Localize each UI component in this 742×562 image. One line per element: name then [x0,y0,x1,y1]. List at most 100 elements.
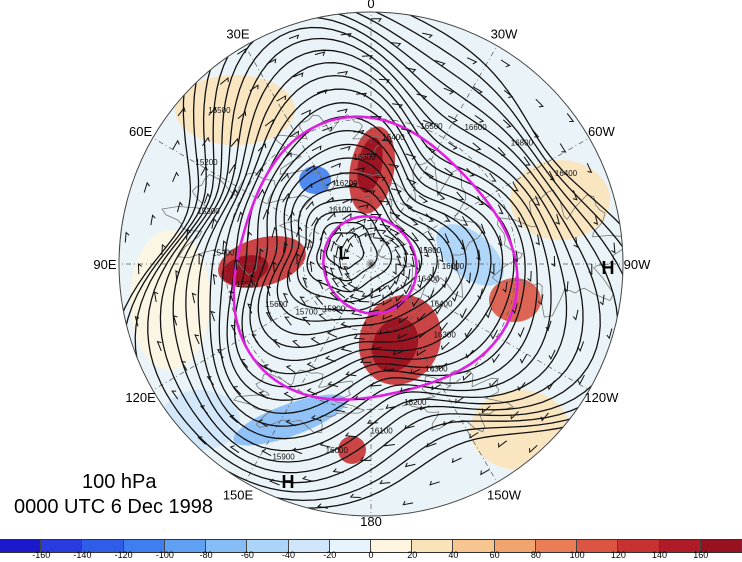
wind-barb [588,264,593,275]
wind-barb [443,87,455,95]
wind-barb [586,162,593,173]
height-contour [147,12,619,484]
wind-barb [176,201,183,213]
colorbar [0,539,742,553]
wind-barb [153,291,159,302]
longitude-label: 90E [93,257,116,272]
wind-barb [466,168,475,177]
wind-barb [367,219,379,224]
contour-label: 15800 [323,304,346,313]
wind-barb [255,166,264,176]
wind-barb [337,277,346,287]
wind-barb [383,367,395,372]
wind-barb [300,109,311,115]
contour-label: 15200 [195,158,218,167]
wind-barb [572,190,578,201]
wind-barb [150,214,156,226]
wind-barb [232,386,242,395]
wind-barb [330,162,341,168]
wind-barb [327,212,336,221]
wind-barb [379,200,391,206]
wind-barb [347,281,358,290]
longitude-label: 60E [129,124,152,139]
wind-barb [283,241,289,253]
wind-barb [343,266,350,276]
wind-barb [455,396,465,404]
wind-barb [329,291,339,301]
wind-barb [599,294,605,306]
wind-barb [383,442,395,447]
wind-barb [347,232,357,242]
wind-barb [330,240,337,252]
wind-barb [299,296,307,306]
wind-barb [427,289,435,301]
wind-barb [490,264,495,275]
colorbar-tick-label: -100 [155,550,174,560]
contour-label: 16200 [404,398,427,407]
wind-barb [353,334,365,340]
contour-label: 15700 [295,308,318,317]
wind-barb [306,239,313,251]
wind-barb [390,286,399,296]
wind-barb [310,415,322,422]
longitude-label: 150E [223,487,254,502]
wind-barbs [124,18,616,509]
wind-barb [447,115,459,123]
wind-barb [547,380,555,391]
height-contour [233,102,504,388]
wind-barb [538,294,544,306]
wind-barb [293,72,304,78]
wind-barb [354,395,366,401]
wind-barb [435,304,443,315]
wind-barb [251,334,259,344]
wind-barb [264,118,274,127]
pressure-centers: L H H [282,243,615,492]
wind-barb [402,500,414,506]
wind-barb [497,147,507,156]
wind-barb [340,145,351,151]
wind-barb [237,110,247,120]
wind-barb [388,163,400,170]
longitude-label: 30W [491,27,518,42]
wind-barb [379,78,391,84]
height-contour [185,37,568,452]
wind-barb [229,290,234,302]
colorbar-tick-labels: -160 -140 -120 -100 -80 -60 -40 -20 0 20 40 60 80 100… [0,550,742,562]
wind-barb [462,372,472,381]
wind-barb [366,227,378,232]
colorbar-tick-label: 40 [448,550,459,560]
contour-label: 16000 [326,446,349,455]
wind-barb [319,230,327,241]
wind-barb [305,164,315,172]
wind-barb [156,340,162,352]
pressure-level-label: 100 hPa [82,471,157,493]
contour-label: 16000 [442,262,465,271]
wind-barb [237,47,247,55]
wind-barb [340,32,352,38]
wind-barb [216,349,224,359]
wind-barb [411,232,419,242]
wind-barb [498,440,508,448]
contour-label: 16400 [382,133,405,142]
wind-barb [473,86,483,94]
colorbar-swatch [700,540,742,552]
wind-barb [443,212,451,222]
wind-barb [229,414,239,424]
wind-barb [451,291,459,302]
wind-barb [329,267,335,278]
wind-barb [345,242,354,253]
wind-barb [360,456,371,461]
wind-barb [555,214,561,225]
longitude-label: 120W [584,390,619,405]
contour-label: 15500 [236,280,259,289]
wind-barb [309,260,315,272]
wind-barb [296,253,301,264]
wind-barb [349,493,361,498]
wind-barb [456,191,465,201]
wind-barb [284,316,292,326]
wind-barb [416,259,421,271]
wind-barb [517,327,525,338]
wind-barb [200,165,208,176]
wind-barb [399,316,409,324]
wind-barb [219,76,229,85]
